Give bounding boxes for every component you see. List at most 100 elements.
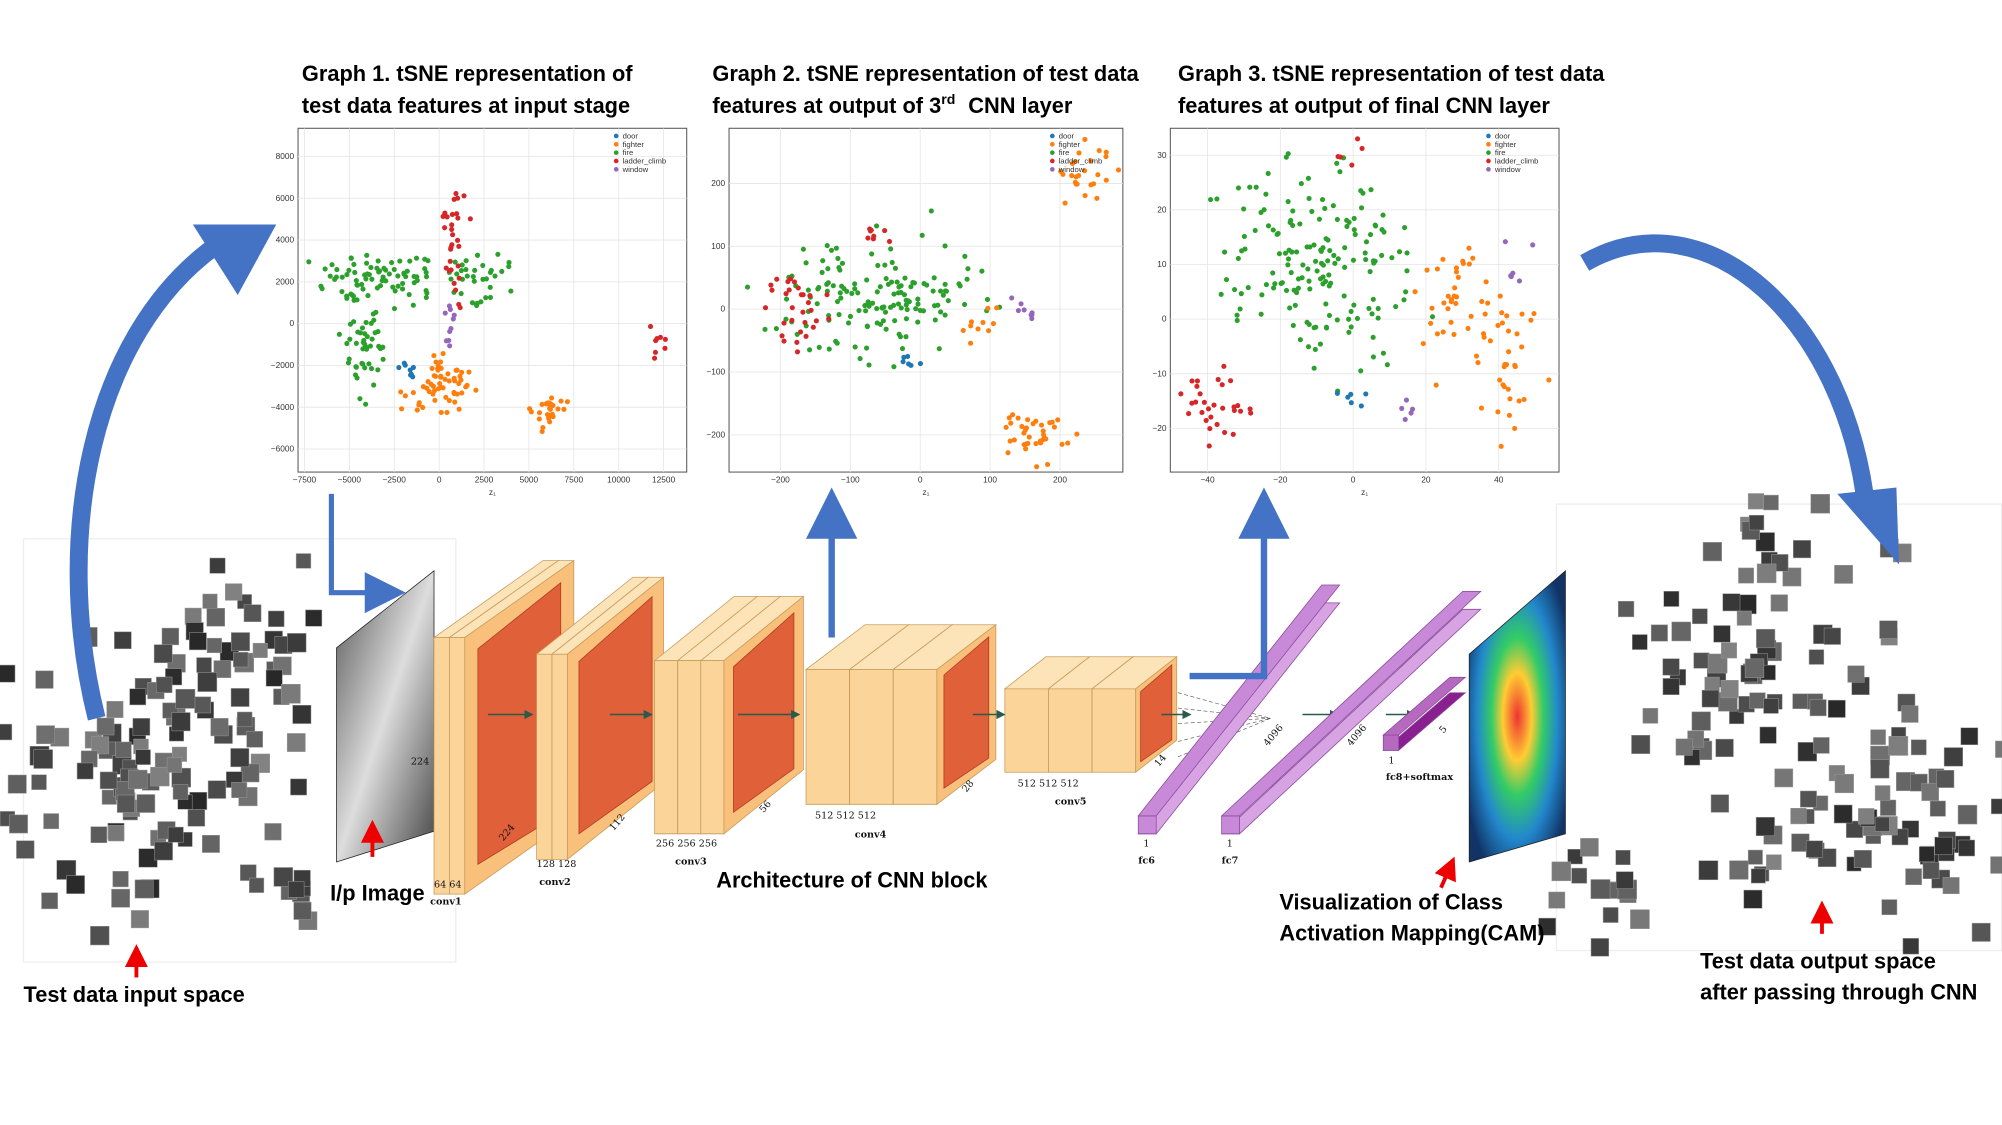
scatter-dot [448, 246, 454, 252]
thumbnail [1823, 627, 1841, 645]
thumbnail [1870, 759, 1890, 779]
thumbnail [1774, 768, 1794, 788]
scatter-dot [1507, 396, 1513, 402]
scatter-dot [339, 288, 345, 295]
scatter-dot [1503, 362, 1510, 368]
scatter-dot [1051, 424, 1057, 430]
scatter-dot [1495, 322, 1501, 328]
thumbnail [1662, 678, 1680, 695]
scatter-dot [558, 398, 564, 404]
scatter-dot [1455, 274, 1461, 280]
title-part: features at output of 3 [712, 93, 941, 118]
scatter-dot [474, 252, 481, 258]
thumbnail [1853, 850, 1872, 868]
scatter-dot [807, 293, 813, 299]
scatter-dot [1088, 158, 1094, 164]
scatter-dot [794, 339, 800, 345]
thumbnail [1990, 856, 2002, 874]
scatter-dot [373, 309, 379, 315]
scatter-dot [1320, 281, 1326, 287]
scatter-dot [1505, 328, 1512, 334]
scatter-dot [1466, 261, 1472, 267]
scatter-dot [1007, 438, 1013, 444]
scatter-dot [1276, 251, 1282, 257]
scatter-dot [1325, 258, 1331, 264]
scatter-dot [1370, 354, 1376, 360]
scatter-dot [863, 345, 870, 351]
thumbnail [1738, 567, 1754, 584]
scatter-dot [833, 245, 839, 251]
scatter-dot [432, 397, 438, 403]
scatter-dot [1005, 450, 1011, 456]
scatter-dot [1350, 257, 1356, 263]
scatter-dot [454, 237, 461, 243]
legend-label: ladder_climb [1495, 157, 1539, 166]
scatter-dot [1434, 331, 1441, 337]
scatter-dot [962, 253, 968, 259]
cam-image [1468, 569, 1566, 863]
x-axis-label: z₁ [1361, 487, 1368, 497]
scatter-dot [968, 323, 974, 329]
thumbnail [76, 762, 94, 780]
scatter-dot [786, 287, 792, 293]
scatter-dot [1354, 315, 1361, 322]
feature-map [1140, 663, 1173, 763]
scatter-dot [808, 307, 814, 313]
scatter-dot [455, 263, 461, 269]
slab-front [700, 660, 725, 835]
scatter-dot [437, 359, 444, 365]
thumbnail [287, 881, 305, 898]
scatter-dot [870, 300, 876, 306]
scatter-dot [368, 264, 374, 271]
scatter-dot [1512, 364, 1518, 370]
scatter-dot [457, 373, 463, 379]
y-tick-label: −2000 [271, 360, 295, 370]
scatter-dot [774, 276, 780, 282]
scatter-dot [942, 312, 948, 318]
scatter-dot [1208, 197, 1214, 203]
scatter-dot [1055, 417, 1061, 423]
thumbnail [1934, 836, 1953, 856]
scatter-dot [1194, 378, 1201, 384]
scatter-dot [1275, 230, 1281, 236]
scatter-dot [1065, 440, 1071, 446]
scatter-dot [960, 327, 966, 334]
scatter-dot [555, 406, 561, 412]
thumbnail [1943, 747, 1963, 767]
scatter-dot [1025, 417, 1031, 423]
scatter-dot [902, 275, 908, 281]
thumbnail [1567, 848, 1583, 865]
scatter-dot [360, 346, 366, 352]
scatter-dot [374, 285, 380, 291]
scatter-dot [1448, 319, 1454, 325]
scatter-dot [487, 294, 493, 300]
thumbnail [7, 774, 27, 794]
scatter-dot [877, 321, 884, 327]
scatter-dot [965, 266, 971, 272]
scatter-dot [915, 301, 921, 307]
scatter-dot [423, 274, 430, 280]
thumbnail [1642, 708, 1659, 724]
scatter-dot [1521, 396, 1527, 402]
scatter-dot [1206, 443, 1212, 449]
scatter-dot [480, 262, 486, 268]
scatter-dot [1337, 154, 1343, 160]
scatter-dot [915, 296, 921, 302]
scatter-dot [865, 299, 871, 305]
scatter-dot [874, 223, 880, 229]
scatter-dot [347, 321, 354, 327]
thumbnail [1548, 891, 1566, 909]
scatter-dot [351, 261, 357, 267]
scatter-dot [353, 340, 359, 346]
scatter-dot [508, 288, 514, 294]
thumbnail [286, 733, 306, 752]
legend-label: window [1058, 165, 1085, 174]
scatter-dot [344, 295, 350, 301]
scatter-dot [353, 278, 359, 284]
scatter-dot [800, 309, 806, 315]
scatter-dot [864, 277, 870, 283]
scatter-dot [1352, 231, 1358, 238]
legend-dot [1050, 150, 1055, 155]
thumbnail [134, 879, 154, 899]
scatter-dot [456, 301, 462, 307]
